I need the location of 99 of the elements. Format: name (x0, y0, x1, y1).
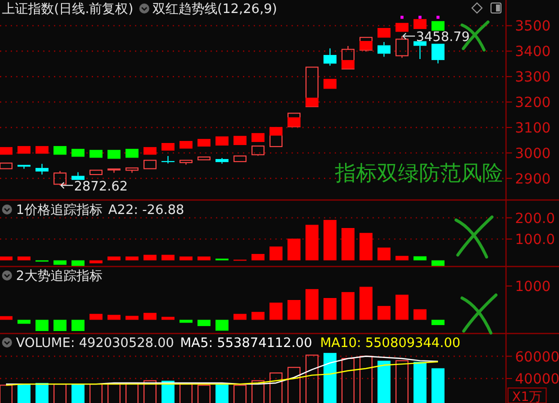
bar (396, 294, 408, 320)
bar (414, 19, 426, 30)
y-axis-title: X1万 (512, 390, 542, 403)
bar (126, 256, 138, 260)
text: 1000 (515, 279, 551, 295)
bar (270, 302, 282, 320)
bar (432, 320, 444, 326)
candlestick (216, 158, 228, 164)
bar (342, 292, 354, 320)
bar (396, 22, 408, 32)
bar (144, 147, 156, 155)
bar (180, 140, 192, 149)
chart-subtitle: 双红趋势线(12,26,9) (152, 2, 278, 17)
bar (324, 78, 336, 89)
bar (126, 148, 138, 158)
bar (126, 316, 138, 320)
bar (288, 238, 300, 260)
bar (414, 309, 426, 320)
bar (198, 138, 210, 147)
y-tick-label: 3400 (515, 44, 551, 60)
chart-title: VOLUME: 492030528.00 (16, 336, 174, 351)
bar (396, 256, 408, 260)
bar (54, 320, 66, 332)
bar (306, 224, 318, 260)
y-tick-label: 3100 (515, 120, 551, 136)
bar (342, 228, 354, 260)
bar (18, 146, 30, 154)
bar (162, 254, 174, 260)
bar (216, 136, 228, 146)
bar (36, 146, 48, 154)
bar (162, 143, 174, 151)
chart-title: 1价格追踪指标 (16, 203, 102, 218)
bar (324, 220, 336, 260)
bar (90, 150, 102, 158)
bar (324, 298, 336, 320)
y-tick-label: 200.0 (515, 210, 556, 227)
bar (72, 148, 84, 157)
y-tick-label: 2900 (515, 171, 551, 188)
bar (252, 312, 264, 320)
bar (270, 246, 282, 260)
bar (360, 232, 372, 260)
annotation: 3458.79 (416, 30, 470, 46)
bar (72, 320, 84, 332)
bar (432, 21, 444, 31)
bar (198, 320, 210, 326)
series-label: MA10: 550809344.00 (320, 336, 460, 351)
bar (0, 316, 12, 320)
bar (54, 260, 66, 265)
bar (288, 300, 300, 320)
bar (18, 256, 30, 260)
bar (198, 256, 210, 260)
chart-title: 2大势追踪指标 (16, 269, 102, 284)
y-tick-label: 3200 (515, 95, 551, 112)
bar (378, 248, 390, 260)
bar (90, 260, 102, 264)
bar (54, 146, 66, 155)
y-tick-label: 100.0 (515, 232, 556, 248)
bar (90, 314, 102, 320)
bar (108, 314, 120, 320)
bar (216, 320, 228, 331)
bar (378, 306, 390, 320)
y-tick-label: 3500 (515, 18, 551, 35)
y-tick-label: 60000 (515, 349, 559, 366)
chart-subtitle: A22: -26.88 (108, 203, 184, 218)
bar (432, 260, 444, 266)
bar (144, 254, 156, 260)
bar (360, 286, 372, 320)
bar (180, 320, 192, 323)
bar (108, 150, 120, 159)
chart-title: 上证指数(日线.前复权) (2, 2, 134, 17)
annotation: 指标双绿防范风险 (334, 161, 503, 185)
annotation: 2872.62 (74, 179, 128, 194)
bar (180, 256, 192, 260)
bar (18, 320, 30, 324)
bar (378, 28, 390, 38)
bar (306, 289, 318, 320)
bar (252, 254, 264, 260)
y-tick-label: 3300 (515, 70, 551, 86)
candlestick (378, 41, 390, 58)
bar (0, 147, 12, 155)
y-tick-label: 3000 (515, 146, 551, 162)
bar (252, 133, 264, 142)
candlestick (36, 163, 48, 176)
series-label: MA5: 553874112.00 (180, 336, 312, 351)
bar (108, 256, 120, 260)
line-series (5, 361, 439, 386)
bar (144, 312, 156, 320)
bar (342, 60, 354, 69)
bar (306, 98, 318, 107)
candlestick (324, 48, 336, 66)
y-tick-label: 40000 (515, 372, 559, 388)
bar (72, 260, 84, 266)
bar (162, 316, 174, 320)
bar (0, 256, 12, 260)
bar (36, 320, 48, 332)
bar (234, 136, 246, 146)
bar (234, 314, 246, 320)
bar (414, 256, 426, 260)
bar (270, 126, 282, 136)
